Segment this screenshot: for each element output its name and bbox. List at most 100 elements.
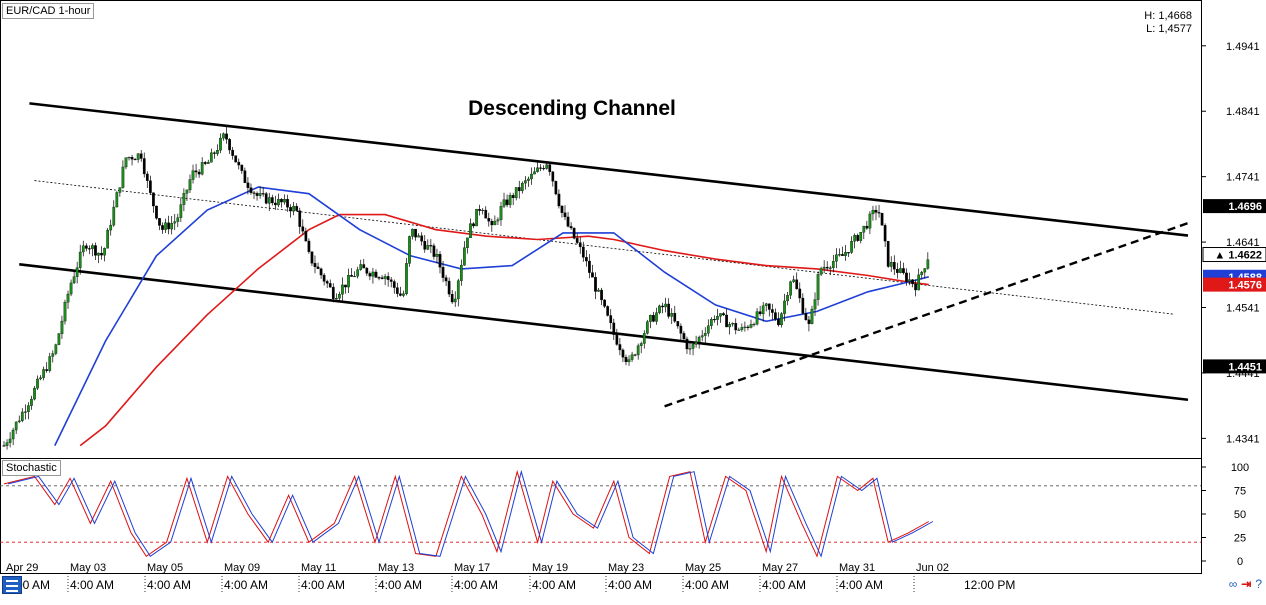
- candle-body: [749, 324, 753, 328]
- candle-body: [432, 245, 436, 257]
- candle-body: [499, 206, 503, 220]
- candle-body: [761, 305, 765, 315]
- stochastic-y-tick-label: 50: [1234, 509, 1246, 521]
- candle-body: [57, 333, 61, 345]
- candle-body: [856, 235, 860, 241]
- candle-body: [316, 266, 320, 269]
- candle-body: [810, 308, 814, 324]
- candle-body: [459, 264, 463, 281]
- arrow-right-icon[interactable]: ⇥: [1241, 577, 1252, 591]
- x-tick-date-label: May 27: [762, 562, 798, 574]
- candle-body: [844, 252, 847, 256]
- candle-body: [770, 309, 774, 313]
- candle-body: [371, 271, 375, 277]
- candle-body: [584, 257, 588, 262]
- candle-body: [301, 226, 305, 232]
- symbol-label: EUR/CAD 1-hour: [2, 3, 95, 19]
- candle-body: [563, 212, 567, 218]
- candle-body: [511, 195, 515, 199]
- candle-body: [435, 254, 439, 257]
- candle-body: [883, 225, 887, 242]
- candle-body: [124, 157, 128, 168]
- x-tick-date-label: May 31: [839, 562, 875, 574]
- candle-body: [17, 420, 21, 423]
- candle-body: [633, 354, 637, 356]
- candle-body: [542, 167, 546, 170]
- candle-body: [377, 277, 381, 279]
- candle-body: [395, 287, 399, 294]
- candle-body: [261, 193, 265, 195]
- candle-body: [493, 220, 497, 226]
- link-icon[interactable]: ∞: [1228, 577, 1238, 591]
- candle-body: [264, 193, 268, 204]
- candle-body: [54, 344, 58, 354]
- x-tick-time-label: 4:00 AM: [70, 578, 114, 592]
- candle-body: [758, 311, 762, 315]
- candle-body: [438, 254, 442, 268]
- x-tick-time-label: 4:00 AM: [454, 578, 498, 592]
- candle-body: [386, 276, 390, 280]
- candle-body: [557, 193, 561, 207]
- candle-body: [478, 209, 481, 211]
- candle-body: [392, 281, 396, 288]
- candle-body: [722, 313, 725, 316]
- candle-body: [313, 263, 317, 268]
- candle-body: [703, 333, 707, 336]
- candle-body: [185, 189, 189, 194]
- candle-body: [231, 149, 235, 156]
- candle-body: [39, 377, 42, 380]
- candle-body: [362, 264, 366, 269]
- candle-body: [344, 284, 347, 288]
- candle-body: [48, 356, 52, 371]
- candle-body: [752, 323, 756, 326]
- candle-body: [889, 262, 893, 267]
- candle-body: [908, 279, 911, 282]
- candle-body: [399, 293, 402, 296]
- candle-body: [713, 319, 716, 321]
- help-icon[interactable]: ?: [1255, 577, 1262, 591]
- stochastic-y-tick-label: 25: [1234, 533, 1246, 545]
- candle-body: [353, 275, 356, 278]
- candle-body: [676, 321, 680, 327]
- candle-body: [374, 271, 378, 278]
- candle-body: [819, 268, 823, 275]
- candle-body: [905, 272, 908, 282]
- candle-body: [655, 312, 658, 322]
- candle-body: [737, 329, 741, 331]
- candle-body: [182, 193, 186, 205]
- candle-body: [389, 279, 393, 282]
- candle-body: [100, 252, 103, 256]
- candle-body: [774, 312, 777, 320]
- candle-body: [606, 306, 610, 316]
- candle-body: [365, 267, 369, 274]
- candle-body: [179, 204, 183, 218]
- candle-body: [72, 276, 76, 284]
- candle-body: [203, 162, 207, 164]
- candle-body: [142, 158, 146, 175]
- low-value: L: 1,4577: [1146, 23, 1192, 35]
- candle-body: [688, 348, 692, 350]
- candle-body: [740, 327, 744, 331]
- x-tick-time-label: 4:00 AM: [839, 578, 883, 592]
- candle-body: [33, 388, 36, 400]
- candle-body: [45, 369, 49, 371]
- candle-body: [728, 324, 731, 328]
- candle-body: [838, 254, 841, 256]
- candle-body: [112, 206, 116, 226]
- candle-body: [283, 199, 286, 203]
- candle-body: [356, 269, 360, 277]
- candle-body: [472, 223, 475, 227]
- candle-body: [94, 245, 97, 256]
- candle-body: [145, 173, 149, 181]
- candle-body: [322, 274, 326, 282]
- x-tick-time-label: 4:00 AM: [147, 578, 191, 592]
- candle-body: [627, 359, 631, 363]
- x-tick-date-label: May 17: [454, 562, 490, 574]
- candle-body: [636, 345, 640, 356]
- candle-body: [341, 284, 344, 295]
- candle-body: [517, 187, 521, 192]
- candle-body: [880, 212, 884, 226]
- candle-body: [255, 193, 259, 196]
- menu-icon[interactable]: [2, 576, 22, 594]
- candle-body: [706, 325, 710, 334]
